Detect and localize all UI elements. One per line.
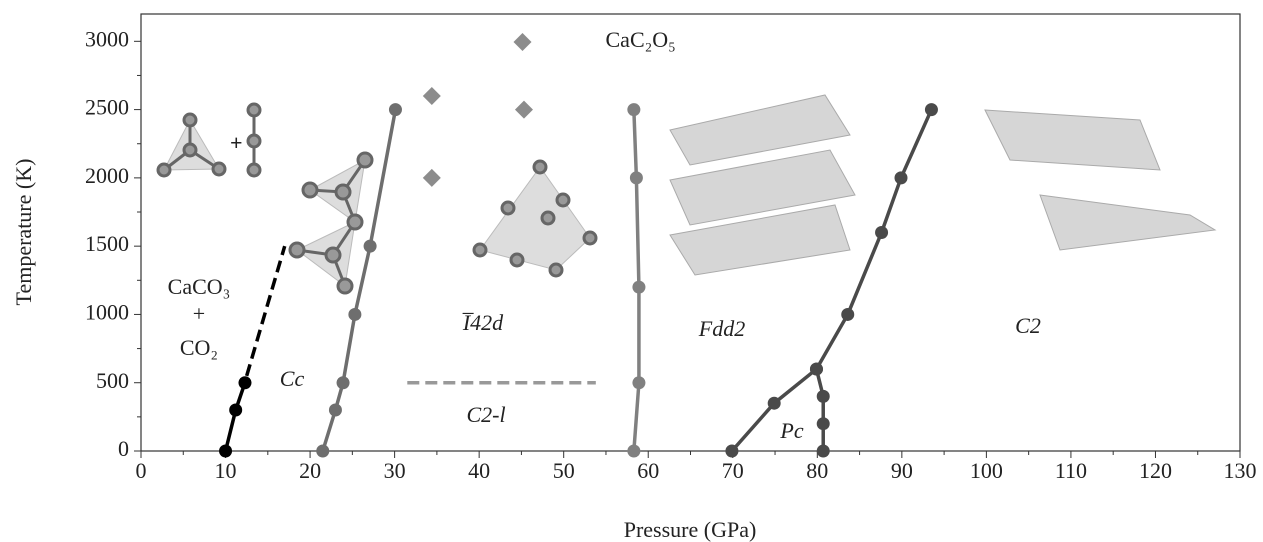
data-point [841,308,854,321]
boundary-line [634,110,639,451]
data-point [875,226,888,239]
data-point [925,103,938,116]
y-axis-title: Temperature (K) [11,159,36,306]
phase-label: I̅42d [462,310,504,335]
data-point [337,376,350,389]
phase-label: CO₂ [180,335,218,360]
x-tick-label: 60 [637,458,659,483]
y-tick-label: 500 [96,368,129,393]
chart: + Pressure (GPa) Temperature (K) 0 10 20 30… [0,0,1263,542]
data-point [348,308,361,321]
x-tick-label: 0 [136,458,147,483]
data-point [316,445,329,458]
y-tick-label: 1000 [85,299,129,324]
data-point [768,397,781,410]
data-point [632,281,645,294]
data-point [632,376,645,389]
boundary-line [247,246,285,376]
legend-marker [514,33,532,51]
phase-label: Cc [280,366,305,391]
phase-label: + [193,301,205,326]
phase-label: CaCO₃ [168,274,231,299]
boundary-line [816,369,823,451]
boundary-line [226,383,245,451]
svg-text:+: + [230,130,243,155]
data-point [817,417,830,430]
y-tick-label: 1500 [85,231,129,256]
x-tick-label: 70 [722,458,744,483]
structure-illustrations: + [158,95,1215,293]
phase-label: Pc [779,418,803,443]
data-point [630,171,643,184]
data-point [219,445,232,458]
y-tick-label: 3000 [85,26,129,51]
data-point [627,103,640,116]
data-point [895,171,908,184]
x-tick-label: 10 [215,458,237,483]
x-axis-title: Pressure (GPa) [624,517,757,542]
data-point [238,376,251,389]
data-point [389,103,402,116]
data-point [627,445,640,458]
data-point [364,240,377,253]
phase-label: Fdd2 [698,316,745,341]
x-tick-label: 120 [1139,458,1172,483]
data-point [329,404,342,417]
x-tick-label: 20 [299,458,321,483]
data-point [515,101,533,119]
x-tick-label: 110 [1055,458,1087,483]
x-tick-label: 80 [806,458,828,483]
y-tick-label: 2000 [85,163,129,188]
data-point [810,363,823,376]
page: {"chart_data": { "type": "line", "x_labe… [0,0,1263,542]
x-tick-label: 90 [891,458,913,483]
phase-label: C2-l [466,402,505,427]
data-point [817,390,830,403]
y-tick-label: 0 [118,436,129,461]
data-point [423,169,441,187]
phase-label: C2 [1015,313,1041,338]
data-point [423,87,441,105]
x-tick-label: 40 [468,458,490,483]
data-point [725,445,738,458]
y-tick-label: 2500 [85,95,129,120]
data-point [229,404,242,417]
x-tick-label: 30 [384,458,406,483]
legend-label: CaC₂O₅ [606,27,676,52]
x-tick-label: 130 [1224,458,1257,483]
data-point [817,445,830,458]
x-tick-label: 100 [970,458,1003,483]
x-tick-label: 50 [553,458,575,483]
